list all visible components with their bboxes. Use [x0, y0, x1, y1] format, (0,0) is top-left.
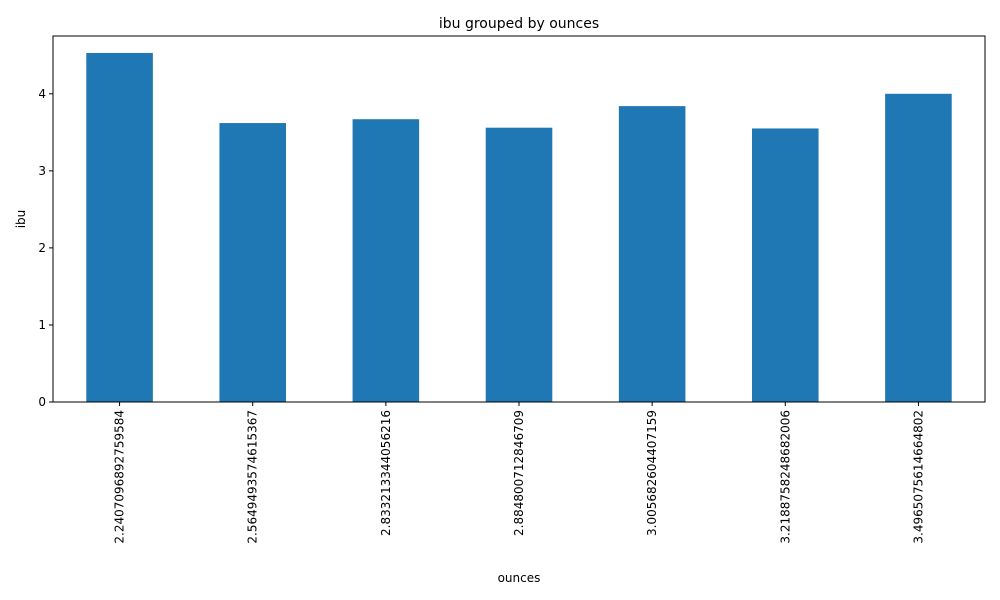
bar-1: [219, 123, 286, 403]
y-tick-label: 0: [38, 395, 46, 409]
chart-title: ibu grouped by ounces: [439, 16, 599, 32]
x-axis-ticks: 2.2407096892759584 2.5649493574615367 2.83…: [113, 402, 925, 544]
bar-6: [885, 93, 952, 402]
x-axis-label: ounces: [498, 571, 541, 585]
y-axis-ticks: 0 1 2 3 4: [38, 87, 53, 409]
x-tick-label: 3.2188758248682006: [778, 410, 792, 544]
x-tick-label: 2.833213344056216: [379, 410, 393, 536]
x-tick-label: 2.2407096892759584: [113, 410, 127, 544]
bar-4: [618, 106, 686, 403]
y-tick-label: 1: [38, 318, 46, 332]
y-tick-label: 2: [38, 241, 46, 255]
y-tick-label: 3: [38, 164, 46, 178]
x-tick-label: 2.884800712846709: [512, 410, 526, 536]
plot-frame: [52, 35, 986, 403]
x-tick-label: 3.4965075614664802: [911, 410, 925, 544]
bar-5: [752, 128, 819, 402]
y-tick-label: 4: [38, 87, 46, 101]
bar-3: [485, 127, 553, 403]
bar-0: [86, 52, 153, 403]
x-tick-label: 2.5649493574615367: [246, 410, 260, 544]
bar-2: [352, 119, 420, 402]
bars-group: [86, 52, 952, 403]
y-axis-label: ibu: [14, 210, 28, 229]
x-tick-label: 3.005682604407159: [645, 410, 659, 536]
